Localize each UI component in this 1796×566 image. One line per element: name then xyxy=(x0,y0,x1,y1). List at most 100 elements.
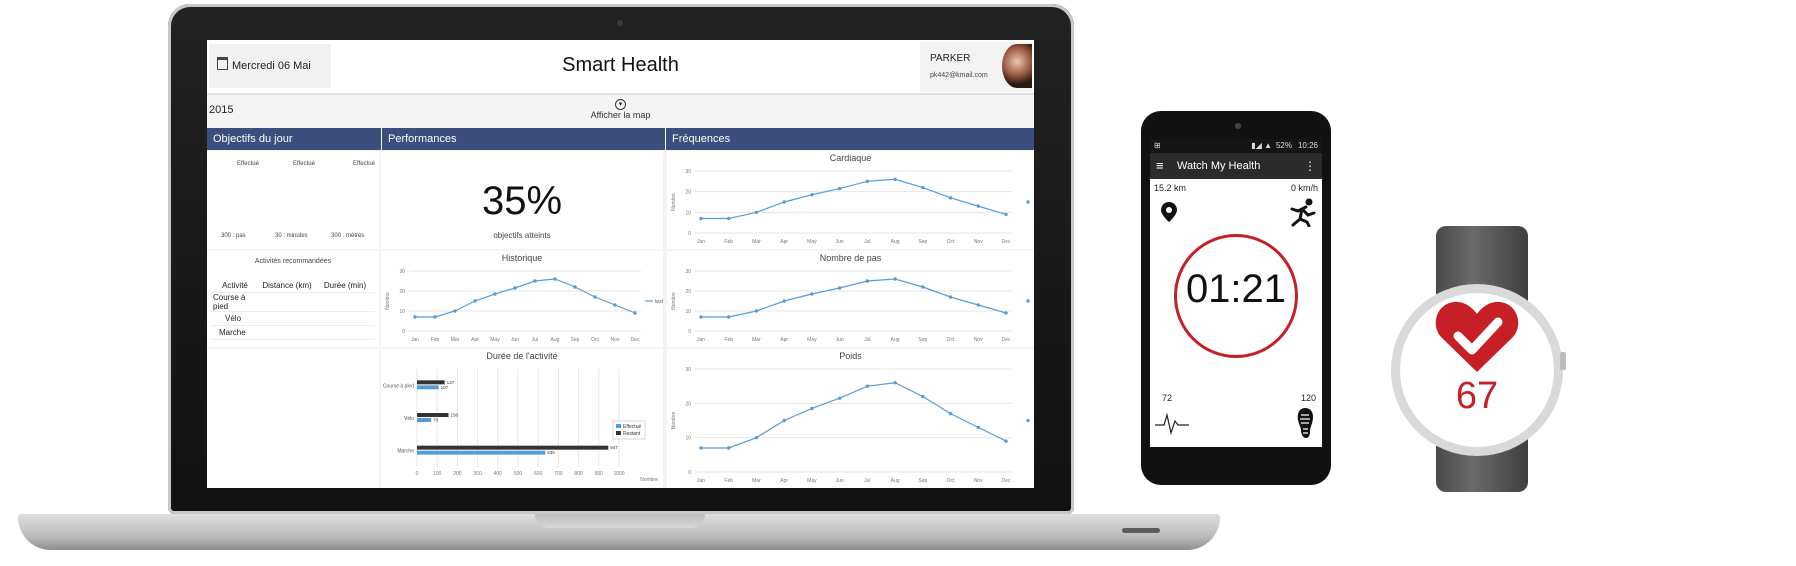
phone-camera xyxy=(1235,123,1241,129)
data-point xyxy=(699,315,703,319)
status-time: 10:26 xyxy=(1297,141,1318,150)
section-performances: Performances xyxy=(381,128,666,150)
data-point xyxy=(893,381,897,385)
y-tick-label: 0 xyxy=(688,470,691,476)
laptop-camera xyxy=(617,20,623,26)
x-tick-label: May xyxy=(807,239,817,245)
data-point xyxy=(782,418,786,423)
chart-historique: Historique 0 10 20 30 Nombre Jan Feb Mar Apr May Ju… xyxy=(385,253,663,343)
app-icon: ⊞ xyxy=(1154,141,1161,150)
series-line xyxy=(701,178,1007,220)
x-tick-label: Sep xyxy=(918,239,927,245)
data-point xyxy=(727,315,731,319)
watch-crown[interactable] xyxy=(1560,352,1566,370)
table-cell: Marche xyxy=(211,325,259,340)
x-tick-label: May xyxy=(807,478,817,484)
x-tick-label: Jun xyxy=(836,478,844,484)
data-point xyxy=(921,285,925,289)
laptop-screen: Mercredi 06 Mai 2015 Smart Health PARKER… xyxy=(207,40,1034,488)
x-tick-label: 900 xyxy=(595,471,604,477)
y-axis-label: Nombre xyxy=(671,411,677,429)
x-tick-label: Jan xyxy=(411,337,419,343)
x-tick-label: 400 xyxy=(494,471,503,477)
bar-value-label: 107 xyxy=(441,385,449,390)
data-point xyxy=(553,277,557,281)
map-toggle-label[interactable]: Afficher la map xyxy=(590,110,651,120)
laptop-notch xyxy=(535,514,705,528)
table-row: Marche xyxy=(211,325,375,340)
chart-title: Nombre de pas xyxy=(820,253,882,263)
avatar[interactable] xyxy=(1002,44,1032,88)
x-tick-label: Apr xyxy=(780,239,788,245)
x-tick-label: Dec xyxy=(1002,478,1011,484)
category-label: Vélo xyxy=(404,416,414,422)
user-box[interactable]: PARKER pk442@kmail.com xyxy=(920,42,1032,92)
data-point xyxy=(633,311,637,315)
more-vertical-icon[interactable]: ⋮ xyxy=(1304,159,1316,173)
table-cell: Vélo xyxy=(211,311,259,326)
section-objectifs: Objectifs du jour xyxy=(207,128,381,150)
x-tick-label: Aug xyxy=(891,478,900,484)
x-tick-label: Jan xyxy=(697,478,705,484)
chart-cardiaque-panel: Cardiaque 0 10 20 30 Nombre Jan Feb Mar Apr May Jun… xyxy=(667,151,1034,249)
x-tick-label: Nov xyxy=(974,478,983,484)
arrow-down-circle-icon[interactable]: ▾ xyxy=(615,99,626,110)
x-tick-label: 600 xyxy=(534,471,543,477)
data-point xyxy=(865,279,870,283)
data-point xyxy=(976,204,980,208)
activities-table: Activité Distance (km) Durée (min) Cours… xyxy=(211,279,375,340)
y-tick-label: 0 xyxy=(688,231,691,237)
map-toggle[interactable]: ▾ Afficher la map xyxy=(207,95,1034,127)
data-point xyxy=(699,446,703,450)
y-tick-label: 20 xyxy=(685,190,691,196)
chart-title: Cardiaque xyxy=(830,153,872,163)
phone-app-title: Watch My Health xyxy=(1177,160,1261,172)
performance-percent: 35% xyxy=(481,179,563,223)
chart-historique-panel: Historique 0 10 20 30 Nombre Jan Feb Mar Apr May Ju… xyxy=(381,251,663,347)
chart-poids: Poids 0 10 20 30 Nombre Jan Feb Mar Apr May Jun Jul A… xyxy=(671,351,1030,484)
objective-target-3: 300 : mètres xyxy=(331,233,365,239)
data-point xyxy=(754,210,759,215)
x-tick-label: Nov xyxy=(974,337,983,343)
table-cell xyxy=(259,292,315,312)
data-point xyxy=(1004,212,1008,217)
empty-panel xyxy=(207,349,379,488)
phone-toolbar: ≡ Watch My Health ⋮ xyxy=(1150,153,1322,179)
x-tick-label: Aug xyxy=(551,337,560,343)
watch-heart-value: 67 xyxy=(1455,375,1499,417)
data-point xyxy=(699,216,703,221)
data-point xyxy=(837,286,842,290)
table-header-row: Activité Distance (km) Durée (min) xyxy=(211,279,375,293)
data-point xyxy=(948,295,953,299)
x-tick-label: Dec xyxy=(1002,239,1011,245)
data-point xyxy=(413,315,417,319)
x-tick-label: Oct xyxy=(947,478,955,484)
x-tick-label: Jun xyxy=(511,337,519,343)
menu-icon[interactable]: ≡ xyxy=(1156,158,1164,173)
data-point xyxy=(921,394,925,399)
y-tick-label: 30 xyxy=(685,169,691,175)
laptop-led xyxy=(1122,528,1160,533)
series-line xyxy=(701,382,1007,449)
data-point xyxy=(976,303,980,307)
x-tick-label: Apr xyxy=(471,337,479,343)
x-tick-label: 300 xyxy=(473,471,482,477)
chart-duree: Durée de l'activité 0 100 200 300 400 500 600 70… xyxy=(383,351,658,483)
legend-marker xyxy=(1026,200,1030,204)
data-point xyxy=(782,200,786,204)
y-tick-label: 10 xyxy=(399,309,405,315)
data-point xyxy=(837,396,842,400)
user-name: PARKER xyxy=(930,53,971,64)
y-axis-label: Nombre xyxy=(671,193,677,211)
legend-swatch xyxy=(616,424,621,428)
chart-title: Poids xyxy=(839,351,862,361)
speed-label: 0 km/h xyxy=(1290,183,1318,193)
data-point xyxy=(1004,439,1008,443)
x-tick-label: Jul xyxy=(864,239,870,245)
data-point xyxy=(893,277,897,281)
legend-label: Restant xyxy=(623,431,641,437)
x-tick-label: May xyxy=(490,337,500,343)
x-tick-label: Jan xyxy=(697,239,705,245)
y-tick-label: 10 xyxy=(685,309,691,315)
y-tick-label: 20 xyxy=(399,289,405,295)
